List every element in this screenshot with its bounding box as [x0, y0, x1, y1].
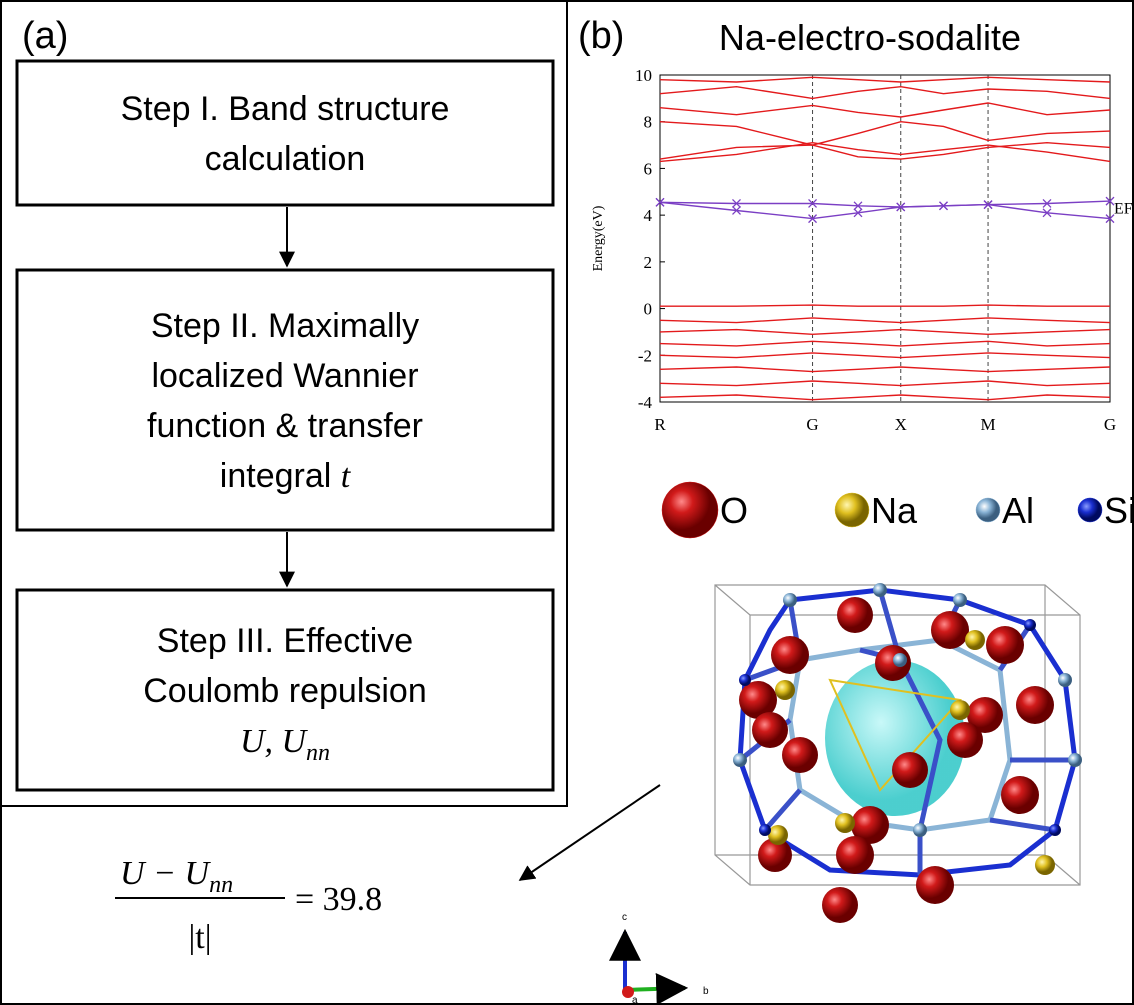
step-text: Step II. Maximally	[151, 307, 419, 345]
flowchart: Step I. Band structure calculation Step II…	[17, 61, 553, 790]
plot-frame	[660, 75, 1110, 402]
x-tick-label: G	[806, 415, 818, 434]
x-tick-label: X	[895, 415, 907, 434]
atom-swatch	[662, 482, 718, 538]
step-text: Step I. Band structure	[121, 90, 450, 128]
panel-label: (b)	[578, 15, 624, 57]
step-text: function & transfer	[147, 407, 423, 445]
arrow	[520, 785, 660, 880]
math-text: U, U	[240, 723, 309, 760]
axes-indicator: c b a	[622, 912, 709, 1005]
x-tick-label: M	[980, 415, 995, 434]
annotation: EF	[1114, 200, 1133, 217]
band-line	[660, 103, 1110, 117]
step-line: Step III. Effective	[157, 622, 413, 660]
eq-text: U − U	[120, 855, 211, 892]
band-line	[660, 305, 1110, 306]
band-line	[660, 330, 1110, 335]
math-sub: nn	[306, 740, 330, 766]
band-line	[660, 367, 1110, 372]
y-tick-label: 10	[635, 66, 652, 85]
band-line	[660, 122, 1110, 145]
step-text: localized Wannier	[151, 357, 418, 395]
band-line	[660, 202, 1110, 218]
band-line	[660, 341, 1110, 346]
y-tick-label: 0	[644, 300, 653, 319]
step-line: calculation	[205, 140, 366, 178]
step-line: function & transfer	[147, 407, 423, 445]
atom-swatch	[1078, 498, 1102, 522]
step-text: calculation	[205, 140, 366, 178]
step-box	[17, 61, 553, 205]
eq-sub: nn	[209, 872, 233, 898]
step-math: U, Unn	[240, 723, 330, 766]
axis-label: b	[703, 986, 709, 997]
atom-label: Al	[1002, 490, 1034, 531]
y-axis-label: Energy(eV)	[591, 205, 606, 271]
eq-numerator: U − Unn	[120, 855, 233, 898]
atom-swatch	[976, 498, 1000, 522]
step-line: integral	[220, 457, 341, 495]
band-line	[660, 77, 1110, 82]
equation: U − Unn |t| = 39.8	[115, 855, 382, 956]
y-tick-label: 8	[644, 113, 653, 132]
atom-label: O	[720, 490, 748, 531]
step-line: Step II. Maximally	[151, 307, 419, 345]
y-tick-label: 6	[644, 159, 653, 178]
step-text: Step III. Effective	[157, 622, 413, 660]
step-line: Step I. Band structure	[121, 90, 450, 128]
step-line: localized Wannier	[151, 357, 418, 395]
y-tick-label: -2	[638, 346, 652, 365]
crystal-structure: c b a	[622, 583, 1082, 1005]
step-line: Coulomb repulsion	[143, 672, 427, 710]
chart-title: Na-electro-sodalite	[719, 17, 1021, 58]
step-text: integral t	[220, 457, 352, 495]
axis-label: c	[622, 912, 627, 923]
x-tick-label: G	[1104, 415, 1116, 434]
band-line	[660, 201, 1110, 207]
band-line	[660, 395, 1110, 400]
band-line	[660, 87, 1110, 99]
panel-label: (a)	[22, 15, 68, 57]
y-tick-label: 4	[644, 206, 653, 225]
y-tick-label: -4	[638, 393, 653, 412]
step-text: Coulomb repulsion	[143, 672, 427, 710]
step-math: t	[341, 458, 352, 495]
band-line	[660, 353, 1110, 358]
axis-label: a	[632, 995, 638, 1005]
band-chart: Na-electro-sodalite Energy(eV) -4 -2 0 2 4 6 8 10…	[591, 17, 1133, 434]
eq-result: = 39.8	[295, 881, 382, 918]
x-tick-label: R	[654, 415, 666, 434]
figure: (a) (b) Step I. Band structure calculatio…	[0, 0, 1134, 1005]
band-line	[660, 318, 1110, 323]
eq-denominator: |t|	[188, 919, 211, 956]
atom-label: Na	[871, 490, 918, 531]
y-tick-label: 2	[644, 253, 653, 272]
atom-swatch	[835, 493, 869, 527]
band-line	[660, 381, 1110, 386]
atom-label: Si	[1104, 490, 1134, 531]
atom-legend: O Na Al Si	[662, 482, 1134, 538]
